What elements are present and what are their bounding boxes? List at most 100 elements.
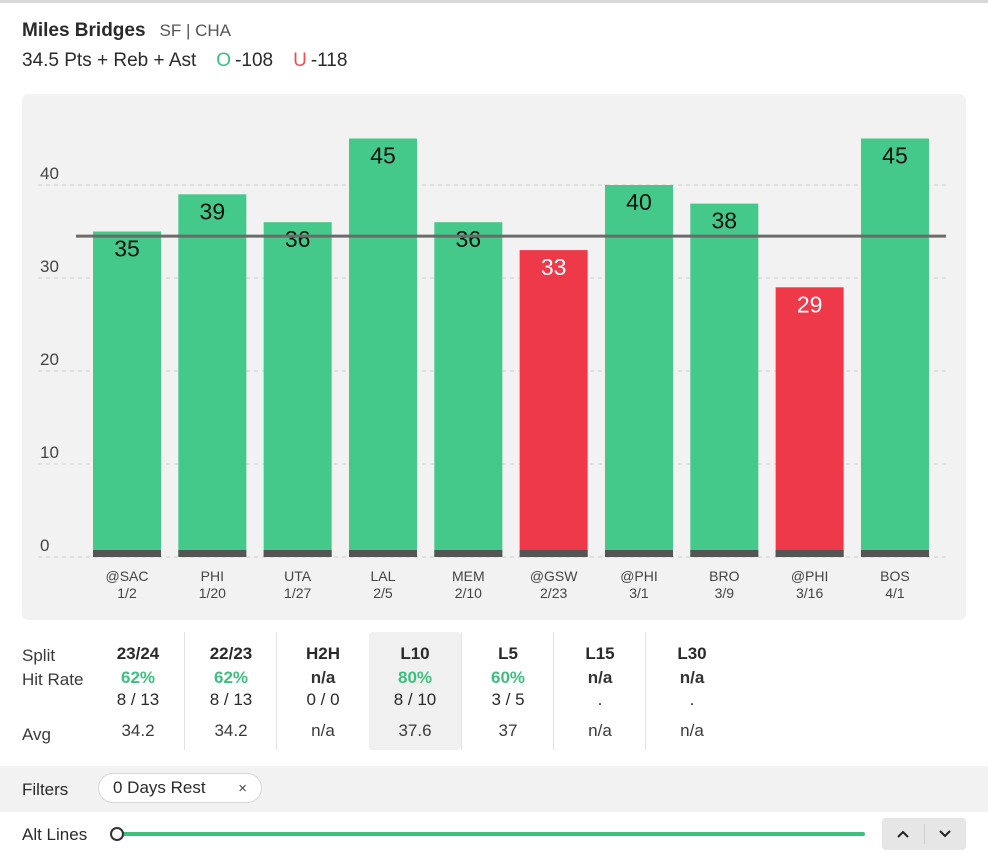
x-tick-date: 1/27 <box>284 585 311 601</box>
y-tick-label: 30 <box>40 257 59 276</box>
bar-base <box>348 550 417 557</box>
hit-rate-value: n/a <box>679 668 705 687</box>
bar <box>604 185 673 557</box>
x-tick-label: UTA <box>284 568 312 584</box>
over-odds: -108 <box>235 50 274 71</box>
split-column-l30[interactable]: L30 n/a. n/a <box>645 632 738 750</box>
prop-label: 34.5 Pts + Reb + Ast <box>22 50 197 71</box>
game-log-chart: 0 10 20 30 40 35 @SAC 1/2 39 PHI 1/20 36 UTA 1/27 45 LA… <box>22 94 966 620</box>
bar-value-label: 36 <box>285 226 311 252</box>
split-column-h2h[interactable]: H2H n/a 0 / 0 n/a <box>276 632 369 750</box>
hit-count: 8 / 13 <box>209 690 253 709</box>
x-tick-date: 2/23 <box>540 585 567 601</box>
hit-rate-value: 80% <box>397 668 433 687</box>
bar <box>348 138 417 557</box>
alt-lines-slider-track[interactable] <box>117 832 865 836</box>
y-tick-label: 10 <box>40 443 59 462</box>
hit-count: . <box>689 690 695 709</box>
x-tick-date: 3/9 <box>715 585 735 601</box>
split-name: 22/23 <box>209 644 253 663</box>
bar <box>690 203 759 557</box>
x-tick-label: @PHI <box>620 568 658 584</box>
filters-bar: Filters 0 Days Rest × <box>0 766 988 812</box>
alt-lines-row: Alt Lines <box>0 816 988 856</box>
x-tick-label: PHI <box>201 568 224 584</box>
bar-value-label: 33 <box>541 254 567 280</box>
hit-rate-label: Hit Rate <box>22 670 84 689</box>
bar-value-label: 35 <box>114 236 140 262</box>
filter-chip-label: 0 Days Rest <box>113 778 206 797</box>
bar <box>775 287 844 557</box>
x-tick-label: @PHI <box>791 568 829 584</box>
player-header: Miles Bridges SF | CHA <box>22 20 231 46</box>
avg-value: 37.6 <box>398 721 432 740</box>
bar-value-label: 45 <box>882 143 908 169</box>
x-tick-label: BRO <box>709 568 739 584</box>
split-column-l10[interactable]: L10 80% 8 / 10 37.6 <box>369 632 461 750</box>
avg-label: Avg <box>22 725 51 744</box>
hit-rate-table: Split Hit Rate Avg 23/24 62% 8 / 13 34.2 22/… <box>0 632 988 750</box>
alt-lines-stepper <box>882 818 966 850</box>
hit-count: 8 / 10 <box>393 690 437 709</box>
x-tick-label: LAL <box>371 568 396 584</box>
hit-count: . <box>597 690 603 709</box>
y-tick-label: 40 <box>40 164 59 183</box>
avg-value: n/a <box>588 721 612 740</box>
stepper-divider <box>923 824 925 844</box>
bar-base <box>860 550 929 557</box>
bar-value-label: 29 <box>797 291 823 317</box>
chevron-down-icon <box>939 830 951 838</box>
bar <box>178 194 247 558</box>
split-column-22-23[interactable]: 22/23 62% 8 / 13 34.2 <box>184 632 277 750</box>
hit-count: 0 / 0 <box>306 690 340 709</box>
avg-value: n/a <box>311 721 335 740</box>
hit-rate-value: n/a <box>587 668 613 687</box>
split-label: Split <box>22 646 56 665</box>
hit-rate-value: 62% <box>213 668 249 687</box>
split-name: L30 <box>677 644 707 663</box>
top-divider <box>0 0 988 3</box>
split-column-l5[interactable]: L5 60% 3 / 5 37 <box>461 632 554 750</box>
avg-value: 37 <box>498 721 518 740</box>
avg-value: n/a <box>680 721 704 740</box>
close-icon[interactable]: × <box>238 779 247 797</box>
bar-value-label: 40 <box>626 189 652 215</box>
decrease-button[interactable] <box>925 818 967 850</box>
over-letter: O <box>216 50 232 71</box>
bar-base <box>604 550 673 557</box>
avg-value: 34.2 <box>214 721 248 740</box>
hit-rate-value: 60% <box>490 668 526 687</box>
alt-lines-label: Alt Lines <box>22 825 88 844</box>
split-name: H2H <box>305 644 340 663</box>
bar-base <box>519 550 588 557</box>
bar <box>519 250 588 557</box>
x-tick-date: 1/2 <box>117 585 137 601</box>
bar-base <box>178 550 247 557</box>
split-column-23-24[interactable]: 23/24 62% 8 / 13 34.2 <box>92 632 184 750</box>
bar <box>263 222 332 557</box>
x-tick-date: 3/16 <box>796 585 823 601</box>
bar <box>860 138 929 557</box>
x-tick-date: 3/1 <box>629 585 649 601</box>
hit-rate-value: n/a <box>310 668 336 687</box>
filter-chip-days-rest[interactable]: 0 Days Rest × <box>98 773 262 803</box>
bar <box>93 231 161 557</box>
x-tick-date: 1/20 <box>199 585 226 601</box>
x-tick-date: 4/1 <box>885 585 905 601</box>
bar-base <box>263 550 332 557</box>
avg-value: 34.2 <box>121 721 155 740</box>
increase-button[interactable] <box>882 818 924 850</box>
split-name: L15 <box>585 644 615 663</box>
prop-line: 34.5 Pts + Reb + Ast O -108 U -118 <box>22 50 347 74</box>
player-team: SF | CHA <box>159 21 232 40</box>
hit-count: 3 / 5 <box>491 690 525 709</box>
bar-value-label: 38 <box>712 208 738 234</box>
x-tick-date: 2/5 <box>373 585 393 601</box>
split-column-l15[interactable]: L15 n/a. n/a <box>553 632 646 750</box>
bar-value-label: 45 <box>370 143 396 169</box>
split-name: L5 <box>498 644 518 663</box>
player-name: Miles Bridges <box>22 20 146 41</box>
alt-lines-slider-handle[interactable] <box>110 827 124 841</box>
y-tick-label: 0 <box>40 536 49 555</box>
